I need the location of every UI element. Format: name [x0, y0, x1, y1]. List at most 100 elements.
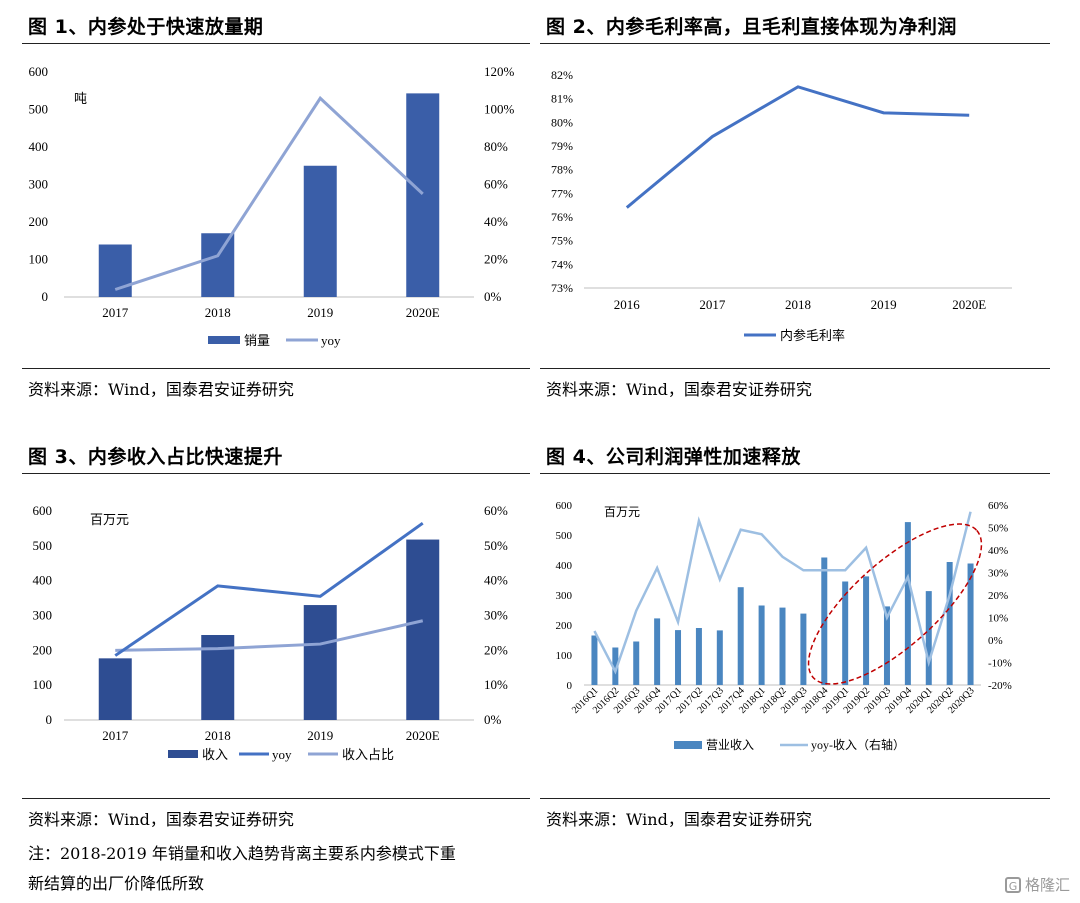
bar-revenue-2019Q2	[863, 576, 870, 685]
bar-revenue-2017Q2	[695, 628, 702, 685]
y-tick-label: 500	[33, 538, 53, 553]
y-tick-label: 600	[33, 503, 53, 518]
bar-sales-2019	[303, 165, 337, 297]
watermark: G 格隆汇	[1004, 874, 1070, 895]
y-tick-label: 76%	[551, 210, 573, 224]
x-tick-label: 2019	[871, 297, 897, 312]
y2-tick-label: 40%	[484, 573, 508, 588]
y-tick-label: 77%	[551, 186, 573, 200]
fig4-title: 图 4、公司利润弹性加速释放	[546, 446, 801, 468]
bar-revenue-2020Q2	[946, 562, 953, 685]
y2-tick-label: 40%	[988, 545, 1008, 557]
y-tick-label: 300	[556, 590, 573, 602]
y2-tick-label: 30%	[484, 608, 508, 623]
fig2-source: 资料来源：Wind，国泰君安证券研究	[546, 380, 812, 399]
unit-label: 吨	[74, 91, 87, 106]
y-tick-label: 300	[33, 608, 53, 623]
y-tick-label: 0	[42, 289, 49, 304]
legend-swatch-revenue	[168, 750, 198, 758]
y2-tick-label: 0%	[988, 635, 1003, 647]
y2-tick-label: 40%	[484, 214, 508, 229]
fig3-title: 图 3、内参收入占比快速提升	[28, 446, 283, 468]
line-yoy	[114, 95, 424, 291]
line-revenue-share	[115, 619, 424, 652]
y-tick-label: 100	[29, 252, 49, 267]
y2-tick-label: 10%	[484, 677, 508, 692]
line-yoy-revenue	[593, 511, 972, 675]
bar-sales-2018	[201, 233, 235, 297]
x-tick-label: 2018	[205, 728, 231, 743]
bar-revenue-2017Q3	[716, 630, 723, 685]
legend-label-share: 收入占比	[342, 747, 394, 762]
fig4-bottom-rule	[540, 798, 1050, 799]
bar-revenue-2018Q4	[821, 557, 828, 685]
bar-revenue-2016Q1	[591, 635, 598, 685]
y-tick-label: 400	[556, 560, 573, 572]
watermark-text: 格隆汇	[1024, 876, 1070, 894]
x-tick-label: 2017	[102, 305, 129, 320]
legend-label-gross-margin: 内参毛利率	[780, 328, 845, 343]
x-tick-label: 2018	[785, 297, 811, 312]
y2-tick-label: -10%	[988, 658, 1012, 670]
fig1-chart: 0 100 200 300 400 500 600 0% 20% 40% 60% 80% 100% 120…	[29, 64, 515, 348]
y-tick-label: 75%	[551, 234, 573, 248]
y2-tick-label: 0%	[484, 712, 502, 727]
bar-revenue-2016Q3	[633, 641, 640, 685]
legend-swatch-revenue	[674, 741, 702, 749]
fig1-bottom-rule	[22, 368, 530, 369]
x-tick-label: 2016	[614, 297, 641, 312]
x-tick-label: 2017	[699, 297, 726, 312]
y-tick-label: 300	[29, 177, 49, 192]
fig4-chart: 0 100 200 300 400 500 600 -20% -10% 0% 10% 20% 30% 40…	[556, 500, 1012, 752]
fig2-title-rule	[540, 43, 1050, 44]
legend-label-yoy: yoy	[272, 747, 292, 762]
bar-sales-2020E	[406, 93, 440, 297]
legend-label-sales: 销量	[244, 333, 270, 348]
fig1-source: 资料来源：Wind，国泰君安证券研究	[28, 380, 294, 399]
fig4-title-rule	[540, 473, 1050, 474]
fig3-note-line2: 新结算的出厂价降低所致	[28, 874, 205, 893]
y-tick-label: 74%	[551, 257, 573, 271]
y2-tick-label: 120%	[484, 64, 515, 79]
y-tick-label: 81%	[551, 92, 573, 106]
bar-revenue-2018Q2	[779, 607, 786, 685]
y2-tick-label: 50%	[484, 538, 508, 553]
fig3-source: 资料来源：Wind，国泰君安证券研究	[28, 810, 294, 829]
y2-tick-label: 20%	[484, 642, 508, 657]
y-tick-label: 200	[29, 214, 49, 229]
y2-tick-label: 60%	[484, 177, 508, 192]
unit-label: 百万元	[604, 505, 640, 519]
bar-revenue-2019Q3	[883, 606, 890, 685]
y-tick-label: 73%	[551, 281, 573, 295]
y-tick-label: 500	[556, 530, 573, 542]
y2-tick-label: 100%	[484, 102, 515, 117]
y2-tick-label: 10%	[988, 613, 1008, 625]
bar-revenue-2018Q3	[800, 613, 807, 685]
x-tick-label: 2019	[307, 305, 333, 320]
bar-revenue-2016Q4	[654, 618, 661, 685]
bar-revenue-2017	[98, 658, 132, 720]
unit-label: 百万元	[90, 512, 129, 527]
y-tick-label: 600	[556, 500, 573, 512]
bar-revenue-2019Q4	[904, 522, 911, 685]
legend-swatch-sales	[208, 336, 240, 344]
y-tick-label: 82%	[551, 68, 573, 82]
fig2-bottom-rule	[540, 368, 1050, 369]
legend-label-revenue: 收入	[202, 747, 228, 762]
x-tick-label: 2020E	[406, 305, 440, 320]
legend-label-revenue: 营业收入	[706, 738, 754, 752]
fig3-chart: 0 100 200 300 400 500 600 0% 10% 20% 30% 40% 50% 60% 百…	[33, 503, 509, 762]
y-tick-label: 400	[29, 139, 49, 154]
bar-revenue-2017Q4	[737, 587, 744, 685]
y2-tick-label: -20%	[988, 680, 1012, 692]
bar-revenue-2017Q1	[675, 630, 682, 685]
y-tick-label: 79%	[551, 139, 573, 153]
y2-tick-label: 60%	[988, 500, 1008, 512]
y2-tick-label: 20%	[484, 252, 508, 267]
y-tick-label: 78%	[551, 163, 573, 177]
bar-revenue-2020Q3	[967, 563, 974, 685]
y-tick-label: 0	[567, 680, 573, 692]
bar-revenue-2019	[303, 605, 337, 720]
y2-tick-label: 60%	[484, 503, 508, 518]
y-tick-label: 200	[556, 620, 573, 632]
